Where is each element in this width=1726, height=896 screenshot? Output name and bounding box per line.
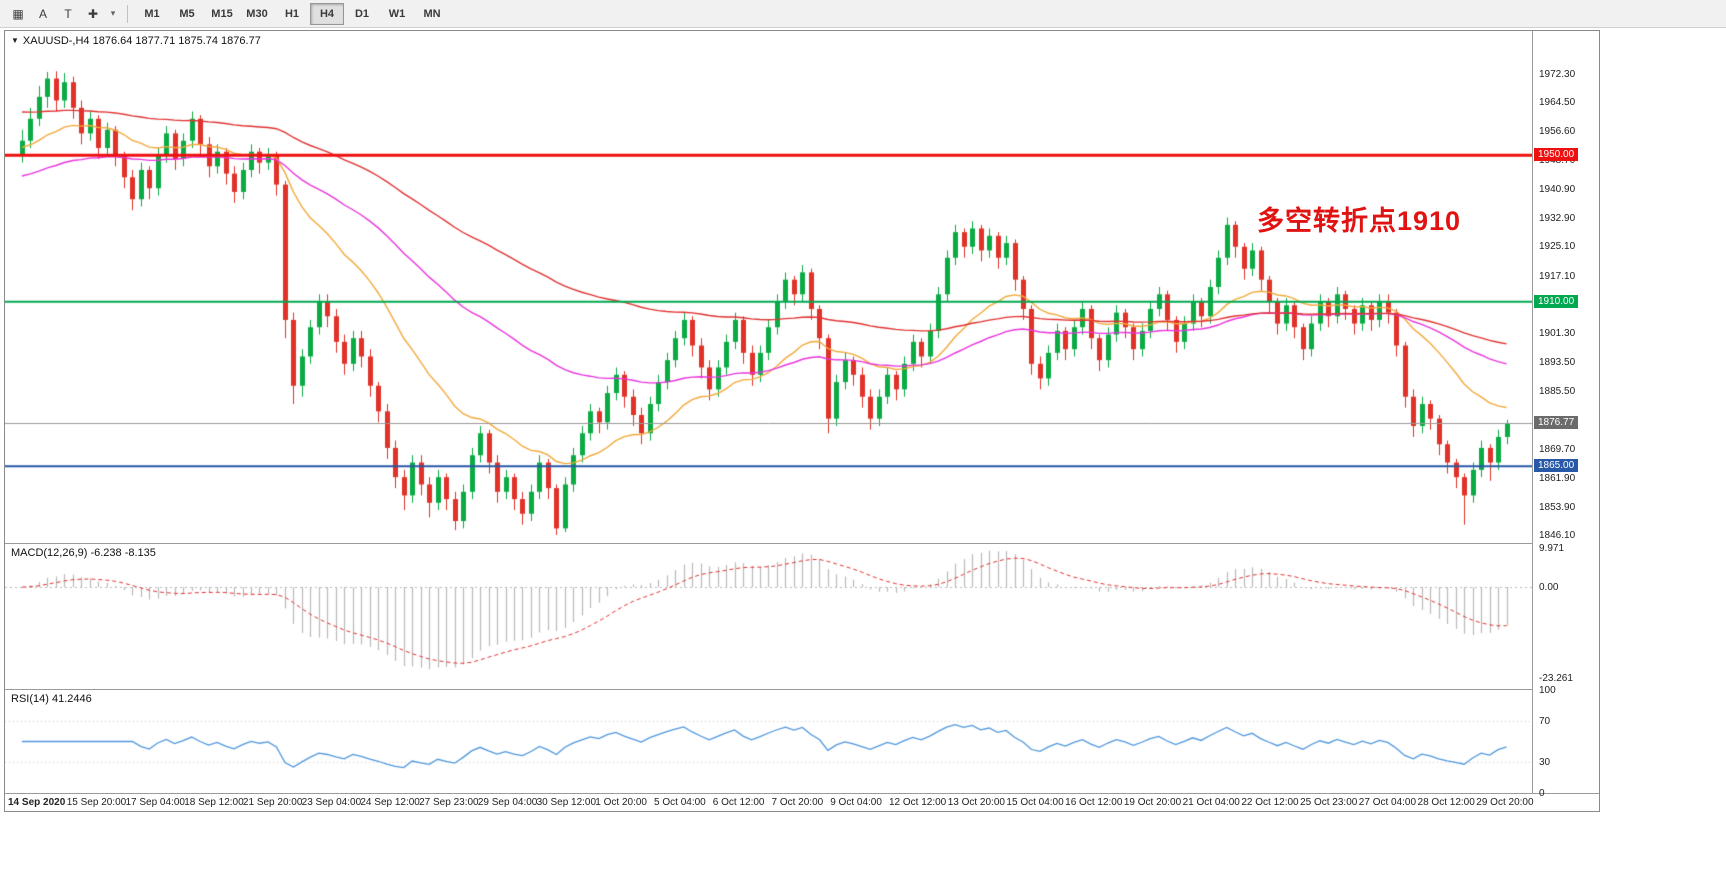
- price-tick-label: 1901.30: [1539, 328, 1576, 340]
- timeframe-button-h1[interactable]: H1: [284, 7, 300, 20]
- timeframe-button-d1[interactable]: D1: [354, 7, 370, 20]
- macd-header: MACD(12,26,9) -6.238 -8.135: [11, 547, 156, 559]
- date-label: 5 Oct 04:00: [654, 797, 706, 808]
- date-label: 9 Oct 04:00: [830, 797, 882, 808]
- price-tick-label: 1925.10: [1539, 241, 1576, 253]
- chart-window: ▼ XAUUSD-,H4 1876.64 1877.71 1875.74 1876…: [4, 30, 1600, 812]
- date-label: 21 Sep 20:00: [242, 797, 303, 808]
- symbol-ohlc-text: XAUUSD-,H4 1876.64 1877.71 1875.74 1876.…: [22, 35, 261, 47]
- price-tick-label: 1956.60: [1539, 126, 1576, 138]
- date-label: 24 Sep 12:00: [360, 797, 420, 808]
- date-label: 13 Oct 20:00: [947, 797, 1005, 808]
- price-badge-1950.00: 1950.00: [1534, 148, 1579, 162]
- price-tick-label: 1885.50: [1539, 386, 1576, 398]
- price-badge-1876.77: 1876.77: [1534, 416, 1579, 430]
- timeframe-button-m5[interactable]: M5: [179, 7, 195, 20]
- price-tick-label: 1932.90: [1539, 212, 1576, 224]
- date-label: 25 Oct 23:00: [1300, 797, 1358, 808]
- price-tick-label: 1869.70: [1539, 444, 1576, 455]
- timeframe-button-h4[interactable]: H4: [310, 2, 344, 25]
- date-label: 1 Oct 20:00: [595, 797, 647, 808]
- date-label: 18 Sep 12:00: [184, 797, 244, 808]
- timeframe-button-mn[interactable]: MN: [423, 7, 441, 20]
- price-tick-label: 0: [1539, 788, 1545, 799]
- price-tick-label: 1972.30: [1539, 68, 1576, 80]
- price-tick-label: 70: [1539, 715, 1551, 727]
- macd-pane-divider[interactable]: [5, 543, 1599, 544]
- tools-dropdown-icon[interactable]: ▾: [110, 8, 116, 18]
- price-scale[interactable]: 1972.301964.501956.601948.701940.901932.…: [1533, 31, 1599, 799]
- date-label: 21 Oct 04:00: [1182, 797, 1240, 808]
- rsi-header: RSI(14) 41.2446: [11, 693, 92, 705]
- time-axis-divider: [5, 793, 1599, 794]
- crosshair-tool-button[interactable]: ✚: [87, 6, 99, 21]
- date-label: 27 Sep 23:00: [419, 797, 479, 808]
- date-label: 12 Oct 12:00: [888, 797, 947, 808]
- date-label: 15 Oct 04:00: [1006, 797, 1064, 808]
- timeframe-group: M1 M5 M15 M30 H1 H4 D1 W1 MN: [135, 2, 449, 25]
- price-tick-label: 1853.90: [1539, 501, 1576, 513]
- text-annotation-button[interactable]: A: [38, 6, 47, 21]
- date-label: 6 Oct 12:00: [712, 797, 765, 808]
- timeframe-button-m30[interactable]: M30: [246, 7, 268, 20]
- chart-dropdown-icon[interactable]: ▼: [11, 36, 19, 45]
- date-label: 22 Oct 12:00: [1241, 797, 1299, 808]
- timeframe-button-m1[interactable]: M1: [144, 7, 160, 20]
- date-label: 14 Sep 2020: [8, 797, 66, 808]
- price-tick-label: 1861.90: [1539, 472, 1576, 484]
- chart-symbol-header[interactable]: ▼ XAUUSD-,H4 1876.64 1877.71 1875.74 1876…: [11, 35, 261, 47]
- time-axis[interactable]: 14 Sep 2020 15 Sep 20:00 17 Sep 04:00 18 Se…: [5, 794, 1534, 811]
- toolbar-separator: [127, 4, 128, 23]
- toolbar: ▦ A T ✚ ▾ M1 M5 M15 M30 H1 H4 D1 W1 MN: [0, 0, 1726, 28]
- text-label-button[interactable]: T: [64, 6, 72, 21]
- rsi-pane-divider[interactable]: [5, 689, 1599, 690]
- price-tick-label: 9.971: [1539, 543, 1565, 555]
- chart-grid-icon[interactable]: ▦: [12, 6, 24, 21]
- price-tick-label: -23.261: [1539, 673, 1573, 685]
- timeframe-button-w1[interactable]: W1: [388, 7, 406, 20]
- price-tick-label: 1917.10: [1539, 270, 1576, 282]
- price-tick-label: 1940.90: [1539, 183, 1576, 195]
- date-label: 30 Sep 12:00: [536, 797, 597, 808]
- date-label: 29 Oct 20:00: [1476, 797, 1534, 808]
- date-label: 27 Oct 04:00: [1358, 797, 1417, 808]
- price-tick-label: 1893.50: [1539, 356, 1576, 368]
- date-label: 16 Oct 12:00: [1065, 797, 1123, 808]
- scale-separator: [1532, 31, 1533, 793]
- price-tick-label: 30: [1539, 757, 1551, 769]
- chart-canvas[interactable]: [5, 31, 1532, 793]
- date-label: 7 Oct 20:00: [771, 797, 824, 808]
- price-tick-label: 100: [1539, 685, 1556, 696]
- date-label: 23 Sep 04:00: [301, 797, 362, 808]
- price-badge-1865.00: 1865.00: [1534, 459, 1579, 473]
- price-tick-label: 1846.10: [1539, 530, 1576, 542]
- drawing-tools-group: ▦ A T ✚ ▾: [6, 3, 120, 25]
- price-tick-label: 1964.50: [1539, 97, 1576, 109]
- price-tick-label: 0.00: [1539, 582, 1559, 594]
- price-badge-1910.00: 1910.00: [1534, 294, 1579, 308]
- date-label: 19 Oct 20:00: [1123, 797, 1182, 808]
- timeframe-button-m15[interactable]: M15: [211, 7, 233, 20]
- date-label: 29 Sep 04:00: [477, 797, 538, 808]
- chart-annotation: 多空转折点1910: [1257, 206, 1462, 236]
- date-label: 17 Sep 04:00: [125, 797, 185, 808]
- date-label: 28 Oct 12:00: [1417, 797, 1475, 808]
- date-label: 15 Sep 20:00: [66, 797, 127, 808]
